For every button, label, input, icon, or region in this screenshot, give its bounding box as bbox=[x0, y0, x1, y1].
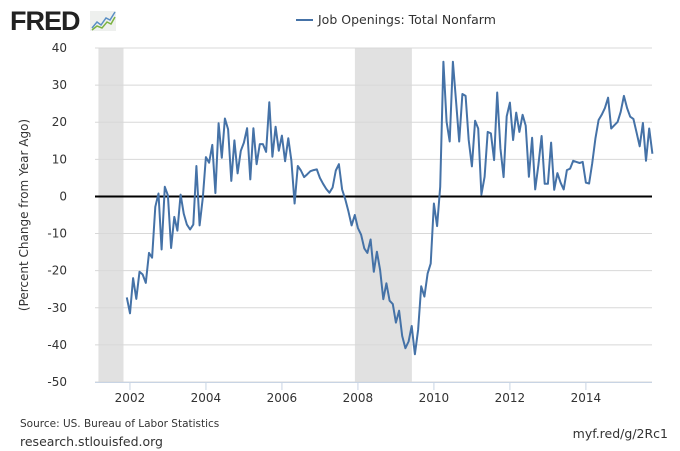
site-link[interactable]: research.stlouisfed.org bbox=[20, 434, 163, 449]
y-tick-label: -30 bbox=[47, 301, 67, 315]
source-note: Source: US. Bureau of Labor Statistics bbox=[20, 418, 219, 430]
legend-label: Job Openings: Total Nonfarm bbox=[317, 12, 496, 27]
recession-band bbox=[354, 48, 412, 382]
series-line-job-openings bbox=[125, 60, 654, 356]
fred-logo-graph-icon bbox=[90, 11, 116, 31]
x-tick-label: 2012 bbox=[495, 391, 526, 405]
y-tick-label: -20 bbox=[47, 264, 67, 278]
x-tick-label: 2008 bbox=[343, 391, 374, 405]
x-tick-label: 2002 bbox=[115, 391, 146, 405]
x-axis-ticks: 2002 2004 2006 2008 2010 2012 2014 bbox=[115, 382, 601, 405]
y-tick-label: 0 bbox=[59, 189, 67, 203]
recession-band bbox=[98, 48, 124, 382]
x-tick-label: 2006 bbox=[267, 391, 298, 405]
short-link[interactable]: myf.red/g/2Rc1 bbox=[573, 426, 668, 441]
y-tick-label: -50 bbox=[47, 375, 67, 389]
y-tick-label: -10 bbox=[47, 227, 67, 241]
y-tick-label: 10 bbox=[52, 152, 67, 166]
x-tick-label: 2010 bbox=[419, 391, 450, 405]
fred-logo-text: FRED bbox=[10, 6, 80, 36]
y-tick-label: 30 bbox=[52, 78, 67, 92]
y-tick-label: -40 bbox=[47, 338, 67, 352]
y-tick-label: 40 bbox=[52, 41, 67, 55]
x-tick-label: 2014 bbox=[571, 391, 602, 405]
recession-shading bbox=[98, 48, 412, 382]
legend: Job Openings: Total Nonfarm bbox=[296, 12, 496, 27]
x-tick-label: 2004 bbox=[191, 391, 222, 405]
fred-logo[interactable]: FRED bbox=[10, 6, 116, 36]
y-tick-label: 20 bbox=[52, 115, 67, 129]
y-axis-ticks: -50 -40 -30 -20 -10 0 10 20 30 40 bbox=[47, 41, 67, 389]
y-axis-label: (Percent Change from Year Ago) bbox=[17, 119, 31, 311]
